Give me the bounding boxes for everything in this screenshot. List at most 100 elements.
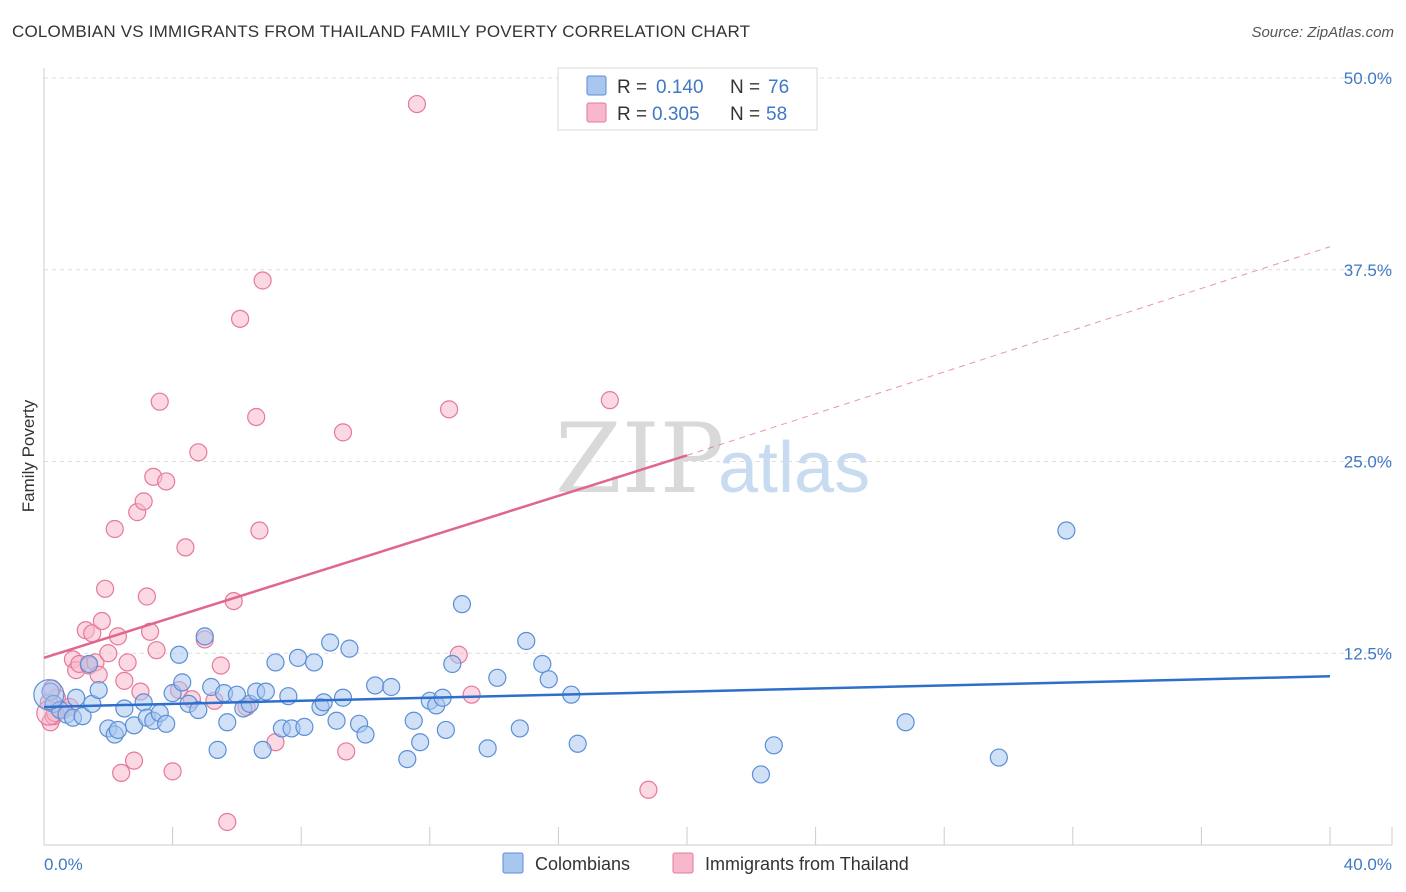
colombians-point <box>73 707 92 726</box>
thailand-point <box>337 742 356 761</box>
colombians-point <box>568 734 587 753</box>
thailand-point <box>231 309 250 328</box>
legend-r-label: R = <box>617 77 647 98</box>
colombians-point <box>189 700 208 720</box>
thailand-point <box>600 391 619 410</box>
thailand-point <box>218 812 237 832</box>
thailand-point <box>92 611 111 631</box>
thailand-point <box>118 653 137 672</box>
colombians-point <box>356 725 375 744</box>
legend: R = 0.140 N = 76 R = 0.305 N = 58 <box>557 67 818 131</box>
thailand-point <box>247 407 266 427</box>
thailand-point <box>176 538 195 557</box>
gridlines <box>44 77 1392 654</box>
legend-n-label: N = <box>730 77 760 98</box>
colombians-point <box>764 736 783 755</box>
thailand-point <box>462 685 481 704</box>
thailand-point <box>105 519 124 539</box>
legend-n-label: N = <box>730 104 760 125</box>
colombians-point <box>366 676 385 695</box>
colombians-point <box>173 673 192 692</box>
thailand-point <box>112 763 131 783</box>
colombians-point <box>333 688 353 707</box>
thailand-point <box>211 656 230 675</box>
colombians-point <box>327 711 346 730</box>
colombians-point <box>478 739 497 758</box>
colombians-point <box>321 633 340 652</box>
colombians-point <box>411 733 430 752</box>
colombians-point <box>195 627 214 646</box>
colombians-point <box>1057 521 1076 540</box>
thailand-point <box>137 587 156 606</box>
thailand-trendline <box>43 454 688 660</box>
y-tick-label: 37.5% <box>1344 261 1392 280</box>
x-tick-marks <box>43 827 1393 845</box>
legend-r-label: R = <box>617 104 647 125</box>
colombians-point <box>134 693 153 712</box>
legend-r-value: 0.140 <box>656 77 704 98</box>
colombians-point <box>67 688 86 707</box>
colombians-point <box>314 693 333 712</box>
colombians-point <box>266 653 285 672</box>
axes <box>43 68 1392 846</box>
thailand-point <box>639 780 658 799</box>
bottom-legend-swatch-thailand <box>672 852 694 874</box>
colombians-trendline <box>43 675 1331 709</box>
thailand-trendline-extension <box>686 246 1331 456</box>
y-tick-label: 50.0% <box>1344 69 1392 88</box>
colombians-point <box>256 682 275 701</box>
y-axis-label: Family Poverty <box>19 399 38 512</box>
legend-swatch-thailand <box>586 102 607 123</box>
colombians-point <box>89 680 108 700</box>
thailand-point <box>95 579 115 598</box>
trendlines <box>43 246 1331 709</box>
colombians-cluster-point <box>33 679 65 711</box>
x-tick-label: 0.0% <box>44 855 83 874</box>
thailand-point <box>189 443 208 462</box>
y-tick-label: 25.0% <box>1344 453 1392 472</box>
colombians-point <box>340 639 359 658</box>
colombians-point <box>896 713 915 732</box>
y-tick-label: 12.5% <box>1344 644 1392 663</box>
thailand-point <box>439 400 459 419</box>
x-tick-labels: 0.0% 40.0% <box>44 855 1392 874</box>
colombians-point <box>304 653 324 672</box>
colombians-point <box>517 631 536 651</box>
thailand-point <box>407 94 427 114</box>
colombians-point <box>79 654 99 674</box>
colombians-point <box>295 717 314 736</box>
colombians-point <box>533 654 552 674</box>
colombians-point <box>539 670 558 689</box>
colombians-point <box>253 740 272 759</box>
colombians-point <box>218 713 237 732</box>
bottom-legend-label-thailand: Immigrants from Thailand <box>705 854 909 874</box>
chart-source: Source: ZipAtlas.com <box>1251 24 1394 41</box>
watermark: ZIP atlas <box>555 403 870 515</box>
thailand-point <box>147 641 166 660</box>
colombians-point <box>157 714 176 733</box>
bottom-legend-swatch-colombians <box>502 852 524 874</box>
colombians-point <box>115 699 134 718</box>
legend-n-value: 76 <box>768 77 789 98</box>
y-tick-labels: 12.5% 25.0% 37.5% 50.0% <box>1344 69 1392 663</box>
colombians-point <box>989 748 1008 767</box>
thailand-point <box>134 492 153 511</box>
thailand-point <box>99 644 118 663</box>
colombians-point <box>404 711 423 730</box>
legend-swatch-colombians <box>586 75 607 96</box>
colombians-point <box>488 668 507 687</box>
colombians-point <box>436 720 455 740</box>
colombians-point <box>452 595 472 614</box>
colombians-point <box>398 749 417 769</box>
colombians-point <box>108 720 128 740</box>
thailand-point <box>115 671 134 690</box>
thailand-point <box>150 392 169 411</box>
watermark-atlas: atlas <box>718 428 870 508</box>
x-tick-label: 40.0% <box>1344 855 1392 874</box>
colombians-point <box>443 654 462 674</box>
colombians-point <box>169 645 189 664</box>
thailand-point <box>157 472 176 491</box>
thailand-point <box>250 521 269 540</box>
series-colombians-points <box>33 521 1076 784</box>
